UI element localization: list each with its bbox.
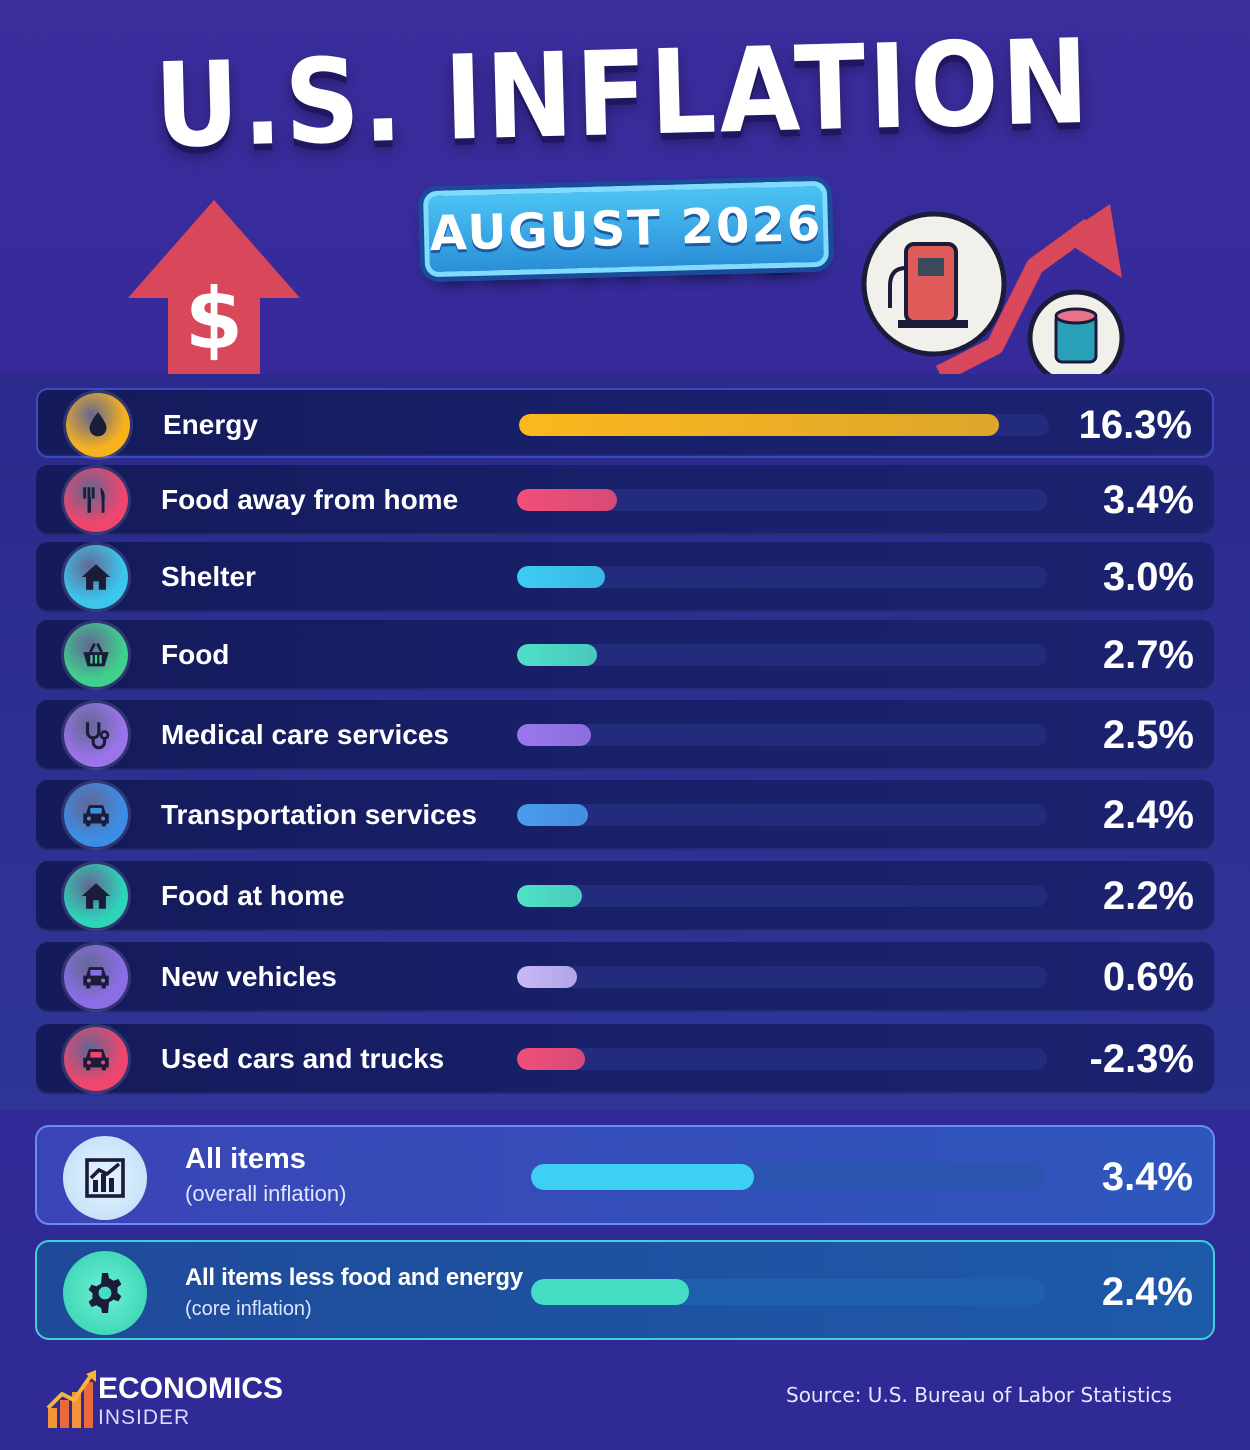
gear-icon [63,1251,147,1335]
bar-energy [519,414,999,436]
row-label: Food [161,639,230,670]
value-label: 2.4% [1102,793,1194,837]
drop-icon [66,393,130,457]
bar-track [517,885,1047,907]
row-label: Shelter [161,561,256,592]
row-food-at-home: Food at home 2.2% [36,861,1214,931]
bar-core [531,1279,689,1305]
bar-food [517,644,597,666]
bar-food-away-from-home [517,489,618,511]
row-label: Medical care services [161,719,449,750]
row-used-cars-and-trucks: Used cars and trucks -2.3% [36,1024,1214,1094]
value-label: 16.3% [1078,403,1192,447]
logo-line-2: INSIDER [98,1406,191,1429]
svg-text:$: $ [185,270,243,368]
basket-icon [64,623,128,687]
value-label: 2.5% [1102,713,1194,757]
bar-track [517,566,1047,588]
fuel-arrow-icon [861,204,1125,376]
bar-used-cars-and-trucks [517,1048,585,1070]
economics-insider-logo: ECONOMICS INSIDER [46,1368,306,1432]
date-badge-label: AUGUST 2026 [429,195,823,263]
summary-title: All items [185,1143,306,1175]
value-label: 3.4% [1101,1155,1193,1199]
house-icon [64,545,128,609]
bar-track [517,804,1047,826]
car-icon [64,945,128,1009]
bar-track [531,1279,1045,1305]
source-note: Source: U.S. Bureau of Labor Statistics [786,1383,1172,1407]
bar-food-at-home [517,885,582,907]
value-label: 3.0% [1102,555,1194,599]
stethoscope-icon [64,703,128,767]
bar-track [519,414,1049,436]
date-badge: AUGUST 2026 [422,180,830,278]
logo-line-1: ECONOMICS [98,1372,284,1405]
bar-transportation-services [517,804,588,826]
row-transportation-services: Transportation services 2.4% [36,780,1214,850]
row-label: Used cars and trucks [161,1043,445,1074]
row-food-away-from-home: Food away from home 3.4% [36,465,1214,535]
bar-track [531,1164,1045,1190]
bar-medical-care-services [517,724,591,746]
bar-shelter [517,566,606,588]
row-label: Transportation services [161,799,477,830]
summary-subtitle: (overall inflation) [185,1181,347,1206]
row-energy: Energy 16.3% [36,388,1214,458]
bar-track [517,966,1047,988]
summary-core: All items less food and energy (core inf… [35,1240,1215,1340]
summary-all-items: All items (overall inflation) 3.4% [35,1125,1215,1225]
value-label: 2.4% [1101,1270,1193,1314]
value-label: 2.2% [1102,874,1194,918]
value-label: 3.4% [1102,478,1194,522]
row-label: Food away from home [161,484,459,515]
row-label: New vehicles [161,961,337,992]
chart-icon [63,1136,147,1220]
fork-knife-icon [64,468,128,532]
bar-all-items [531,1164,755,1190]
summary-subtitle: (core inflation) [185,1298,312,1320]
house-icon [64,864,128,928]
bar-new-vehicles [517,966,577,988]
summary-title: All items less food and energy [185,1264,523,1291]
bar-track [517,489,1047,511]
car-icon [64,1027,128,1091]
row-label: Energy [163,409,258,440]
bar-track [517,724,1047,746]
row-shelter: Shelter 3.0% [36,542,1214,612]
value-label: 2.7% [1102,633,1194,677]
row-food: Food 2.7% [36,620,1214,690]
row-new-vehicles: New vehicles 0.6% [36,942,1214,1012]
row-label: Food at home [161,880,345,911]
bar-track [517,1048,1047,1070]
bar-track [517,644,1047,666]
value-label: 0.6% [1102,955,1194,999]
row-medical-care-services: Medical care services 2.5% [36,700,1214,770]
logo-chart-icon [46,1370,96,1428]
value-label: -2.3% [1089,1037,1195,1081]
dollar-arrow-icon: $ [128,200,300,378]
car-icon [64,783,128,847]
